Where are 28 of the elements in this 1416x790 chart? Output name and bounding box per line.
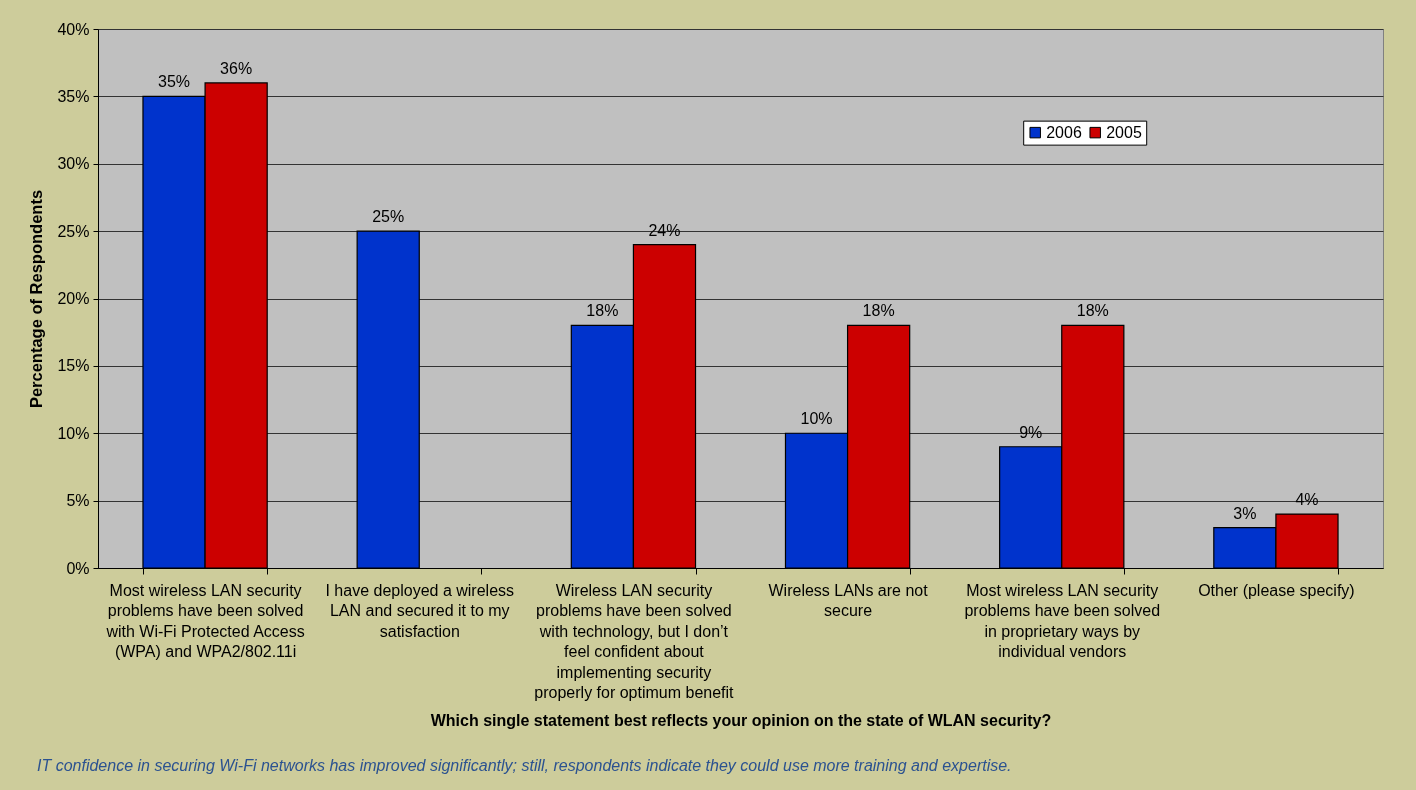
data-label: 18% <box>1076 302 1109 320</box>
y-tick-label: 15% <box>57 357 90 375</box>
data-label: 35% <box>158 73 191 91</box>
x-tick-label: Other (please specify) <box>1198 581 1355 599</box>
x-tick-label: I have deployed a wireless LAN and secured it to my satisfaction <box>325 581 515 640</box>
legend-label: 2006 <box>1046 123 1082 141</box>
y-tick-label: 25% <box>57 222 90 240</box>
y-tick-label: 5% <box>66 492 90 510</box>
x-tick-label: Most wireless LAN security problems have been solved in proprietary ways by individual vendors <box>964 581 1161 660</box>
y-tick-label: 0% <box>66 559 90 577</box>
data-label: 18% <box>862 302 895 320</box>
y-axis-title: Percentage of Respondents <box>27 189 46 409</box>
y-tick-label: 10% <box>57 424 90 442</box>
y-tick-label: 40% <box>57 20 90 38</box>
data-label: 25% <box>372 208 405 226</box>
data-label: 3% <box>1233 504 1257 522</box>
y-tick-label: 35% <box>57 87 90 105</box>
x-tick-label: Wireless LANs are not secure <box>768 581 929 619</box>
text: IT confidence in securing Wi-Fi networks has improved significantly; still, respondents indicate they could use more training and expertise. <box>37 757 1012 774</box>
data-label: 10% <box>800 410 833 428</box>
y-tick-label: 30% <box>57 155 90 173</box>
x-tick-label: Wireless LAN security problems have been solved with technology, but I don’t feel confident about implementing security properly for optimum benefit <box>534 581 735 701</box>
x-axis-title: Which single statement best reflects your opinion on the state of WLAN security? <box>430 712 1052 729</box>
data-label: 18% <box>586 302 619 320</box>
legend-label: 2005 <box>1106 123 1142 141</box>
y-tick-label: 20% <box>57 290 90 307</box>
x-tick-label: Most wireless LAN security problems have been solved with Wi-Fi Protected Access (WPA) and WPA2/802.11i <box>105 581 305 660</box>
data-label: 36% <box>220 59 253 77</box>
